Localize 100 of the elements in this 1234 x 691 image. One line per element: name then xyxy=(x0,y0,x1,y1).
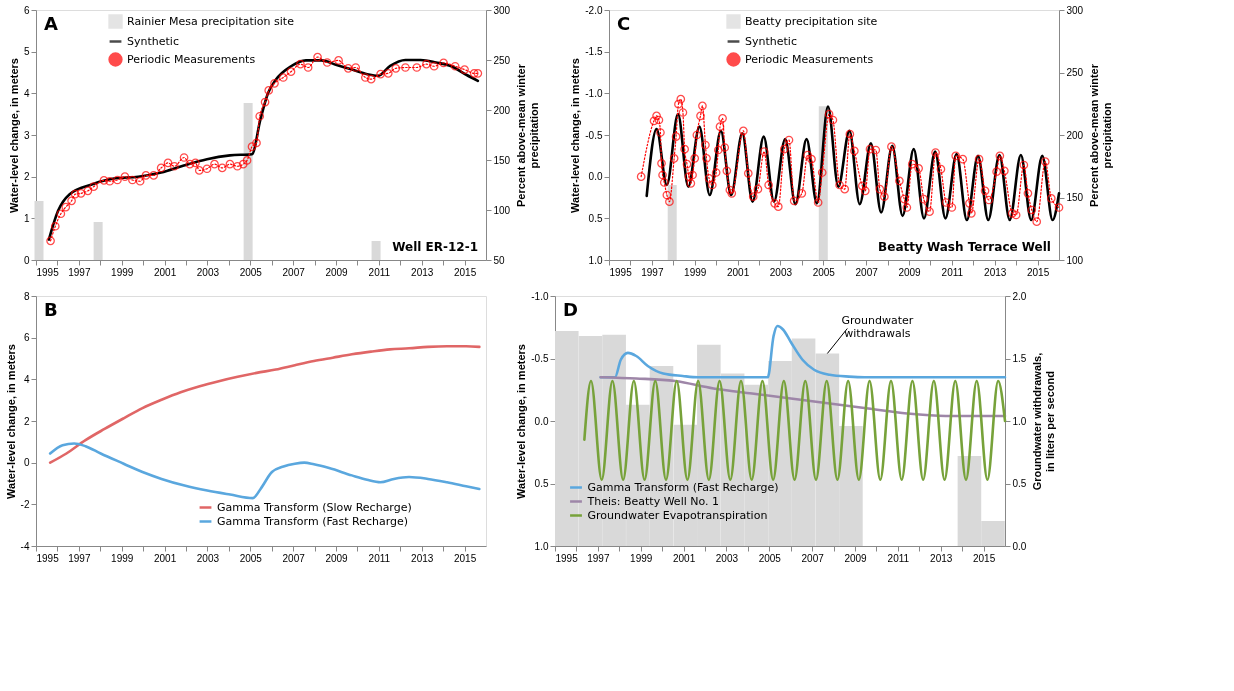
legend-label: Gamma Transform (Fast Recharge) xyxy=(587,480,779,494)
point xyxy=(247,142,257,152)
y-tick-label: 6 xyxy=(23,4,30,16)
x-tick-label: 2013 xyxy=(930,552,953,564)
point xyxy=(210,159,219,169)
x-tick-label: 1997 xyxy=(68,266,91,278)
annotation: C xyxy=(617,13,631,34)
y-tick-label: 5 xyxy=(23,46,30,58)
x-tick-label: 1999 xyxy=(684,266,707,278)
point xyxy=(76,188,86,198)
x-tick-label: 2015 xyxy=(453,552,477,564)
point xyxy=(334,56,343,65)
point xyxy=(67,196,76,206)
x-tick-label: 2009 xyxy=(898,266,922,278)
point xyxy=(156,163,166,173)
point xyxy=(366,74,376,84)
y-tick-label: 4 xyxy=(23,87,30,99)
y2-axis-title: Percent above-mean winter precipitation xyxy=(1088,63,1114,208)
point xyxy=(50,221,60,231)
x-tick-label: 2011 xyxy=(941,266,964,278)
point xyxy=(179,153,189,162)
point xyxy=(252,138,261,148)
point xyxy=(105,176,115,186)
annotation: A xyxy=(44,13,58,34)
point xyxy=(120,172,130,182)
x-tick-label: 2003 xyxy=(196,266,220,278)
y-tick-label: -1.0 xyxy=(585,87,603,99)
y-tick-label: 4 xyxy=(23,373,30,385)
x-tick-label: 2001 xyxy=(153,266,177,278)
y2-tick-label: 1.0 xyxy=(1012,415,1027,427)
point xyxy=(450,61,460,71)
point xyxy=(429,61,439,71)
point xyxy=(83,186,93,196)
point xyxy=(202,164,212,174)
y-tick-label: 0.5 xyxy=(588,212,603,224)
x-tick-label: 1999 xyxy=(111,266,134,278)
x-tick-label: 2003 xyxy=(769,266,793,278)
y-tick-label: -4 xyxy=(20,540,30,552)
point xyxy=(422,59,431,69)
line-series xyxy=(583,379,1007,482)
point xyxy=(376,69,385,79)
point xyxy=(383,68,393,78)
y2-tick-label: 0.5 xyxy=(1012,478,1027,489)
y-tick-label: 0 xyxy=(23,457,30,469)
point xyxy=(242,156,252,165)
y2-tick-label: 150 xyxy=(1066,192,1084,203)
y-tick-label: 0.5 xyxy=(534,478,549,489)
y-tick-label: 6 xyxy=(23,332,30,344)
legend-label: Beatty precipitation site xyxy=(745,14,878,28)
y2-tick-label: 250 xyxy=(493,54,511,66)
x-tick-label: 2015 xyxy=(1026,266,1050,278)
annotation: D xyxy=(563,299,578,320)
point xyxy=(401,63,410,72)
y2-tick-label: 2.0 xyxy=(1012,290,1027,302)
point xyxy=(343,63,353,73)
legend-label: Groundwater Evapotranspiration xyxy=(587,508,768,522)
x-tick-label: 2005 xyxy=(239,552,263,564)
y-tick-label: -1.0 xyxy=(531,290,549,302)
x-tick-label: 2011 xyxy=(368,266,391,278)
x-tick-label: 1997 xyxy=(68,552,91,564)
x-tick-label: 2015 xyxy=(972,552,996,564)
legend-label: Synthetic xyxy=(127,34,179,48)
point xyxy=(225,159,235,169)
x-tick-label: 1997 xyxy=(587,552,610,564)
x-tick-label: 2005 xyxy=(812,266,836,278)
point xyxy=(255,111,265,121)
y2-tick-label: 300 xyxy=(1066,4,1084,16)
x-tick-label: 1995 xyxy=(555,552,579,564)
x-tick-label: 2009 xyxy=(325,266,349,278)
point xyxy=(56,209,66,219)
x-tick-label: 2005 xyxy=(239,266,263,278)
y2-tick-label: 50 xyxy=(493,254,506,266)
point xyxy=(128,175,137,185)
y2-tick-label: 150 xyxy=(493,154,511,166)
y2-tick-label: 250 xyxy=(1066,67,1084,78)
x-tick-label: 2005 xyxy=(758,552,782,564)
point xyxy=(351,63,361,72)
y-tick-label: 0.0 xyxy=(588,171,603,183)
y2-tick-label: 200 xyxy=(493,104,511,116)
legend-label: Gamma Transform (Fast Recharge) xyxy=(217,514,409,528)
point xyxy=(61,202,71,212)
point xyxy=(46,236,55,246)
x-tick-label: 2001 xyxy=(672,552,696,564)
x-tick-label: 2009 xyxy=(844,552,868,564)
point xyxy=(238,159,248,169)
point xyxy=(163,158,173,168)
y-tick-label: -0.5 xyxy=(585,129,603,141)
point xyxy=(322,58,332,67)
point xyxy=(303,63,313,72)
point xyxy=(439,58,448,68)
x-tick-label: 2013 xyxy=(984,266,1007,278)
y2-tick-label: 0.0 xyxy=(1012,540,1027,552)
x-tick-label: 2015 xyxy=(453,266,477,278)
legend-label: Synthetic xyxy=(745,34,797,48)
x-tick-label: 2001 xyxy=(726,266,750,278)
y-axis-title: Water-level change, in meters xyxy=(569,58,582,213)
point xyxy=(217,163,227,173)
y-tick-label: 3 xyxy=(23,129,30,141)
y-tick-label: 2 xyxy=(23,171,30,183)
x-tick-label: 2013 xyxy=(411,266,434,278)
